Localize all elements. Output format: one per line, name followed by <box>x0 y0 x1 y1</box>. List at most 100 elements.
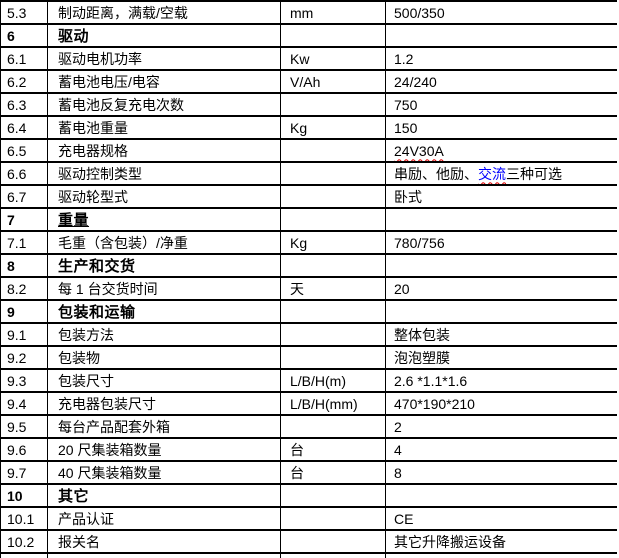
spec-cell-num[interactable]: 9 <box>0 299 48 324</box>
spec-cell-name[interactable]: 重量 <box>47 207 281 232</box>
spec-cell-name[interactable]: 其它 <box>47 483 281 508</box>
spec-cell-num[interactable]: 9.7 <box>0 460 48 485</box>
spec-cell-unit[interactable]: 天 <box>280 276 386 301</box>
spec-cell-num[interactable]: 6.7 <box>0 184 48 209</box>
spec-cell-num[interactable]: 10 <box>0 483 48 508</box>
spec-cell-unit[interactable] <box>280 552 386 558</box>
spec-cell-name[interactable]: 蓄电池重量 <box>47 115 281 140</box>
spec-cell-value[interactable] <box>385 23 617 48</box>
spec-cell-num[interactable]: 7.1 <box>0 230 48 255</box>
spec-cell-value[interactable]: CE <box>385 506 617 531</box>
spec-cell-name[interactable]: 产品认证 <box>47 506 281 531</box>
spec-cell-name[interactable]: 报关名 <box>47 529 281 554</box>
spec-cell-value[interactable]: 150 <box>385 115 617 140</box>
spec-cell-unit[interactable]: Kg <box>280 230 386 255</box>
spec-cell-name[interactable]: 包装方法 <box>47 322 281 347</box>
spec-cell-value[interactable] <box>385 299 617 324</box>
spec-cell-unit[interactable] <box>280 345 386 370</box>
spec-cell-unit[interactable] <box>280 506 386 531</box>
spec-cell-name[interactable]: 40 尺集装箱数量 <box>47 460 281 485</box>
spec-cell-unit[interactable] <box>280 138 386 163</box>
spec-cell-num[interactable]: 6 <box>0 23 48 48</box>
spec-cell-value[interactable]: 20 <box>385 276 617 301</box>
spec-cell-name[interactable]: 驱动控制类型 <box>47 161 281 186</box>
spec-cell-num[interactable]: 9.3 <box>0 368 48 393</box>
spec-cell-name[interactable]: 充电器规格 <box>47 138 281 163</box>
spec-cell-num[interactable]: 9.4 <box>0 391 48 416</box>
spec-cell-unit[interactable]: Kw <box>280 46 386 71</box>
spec-cell-num[interactable]: 10.1 <box>0 506 48 531</box>
spec-cell-num[interactable]: 6.6 <box>0 161 48 186</box>
spec-cell-value[interactable] <box>385 253 617 278</box>
spec-cell-unit[interactable] <box>280 184 386 209</box>
spec-cell-value[interactable]: 780/756 <box>385 230 617 255</box>
spec-cell-value[interactable] <box>385 207 617 232</box>
spec-cell-value[interactable]: 其它升降搬运设备 <box>385 529 617 554</box>
spec-cell-unit[interactable]: 台 <box>280 437 386 462</box>
spec-cell-value[interactable]: 24V30A <box>385 138 617 163</box>
spec-cell-num[interactable]: 6.1 <box>0 46 48 71</box>
spec-cell-value[interactable]: 2 <box>385 414 617 439</box>
spec-cell-num[interactable]: 6.2 <box>0 69 48 94</box>
spec-cell-value[interactable]: 卧式 <box>385 184 617 209</box>
spec-cell-value[interactable]: 2.6 *1.1*1.6 <box>385 368 617 393</box>
spec-cell-name[interactable]: 驱动 <box>47 23 281 48</box>
spec-cell-unit[interactable] <box>280 92 386 117</box>
spec-cell-value[interactable]: 串励、他励、交流三种可选 <box>385 161 617 186</box>
spec-cell-name[interactable]: 充电器包装尺寸 <box>47 391 281 416</box>
spec-cell-value[interactable]: 8 <box>385 460 617 485</box>
spec-cell-unit[interactable]: mm <box>280 0 386 25</box>
spec-cell-value[interactable]: 4 <box>385 437 617 462</box>
spec-cell-name[interactable]: 蓄电池电压/电容 <box>47 69 281 94</box>
spec-cell-name[interactable]: 包装尺寸 <box>47 368 281 393</box>
spec-cell-value[interactable]: 500/350 <box>385 0 617 25</box>
spec-cell-num[interactable]: 8.2 <box>0 276 48 301</box>
spec-cell-num[interactable]: 8 <box>0 253 48 278</box>
spec-cell-unit[interactable] <box>280 253 386 278</box>
spec-cell-value[interactable]: 750 <box>385 92 617 117</box>
spec-cell-num[interactable]: 5.3 <box>0 0 48 25</box>
spec-cell-num[interactable]: 9.5 <box>0 414 48 439</box>
spec-cell-num[interactable]: 9.1 <box>0 322 48 347</box>
spec-cell-name[interactable]: 生产和交货 <box>47 253 281 278</box>
spec-cell-value[interactable]: 1.2 <box>385 46 617 71</box>
spec-cell-unit[interactable]: L/B/H(m) <box>280 368 386 393</box>
spec-cell-unit[interactable]: Kg <box>280 115 386 140</box>
spec-cell-unit[interactable]: 台 <box>280 460 386 485</box>
spec-cell-unit[interactable]: V/Ah <box>280 69 386 94</box>
spec-cell-unit[interactable] <box>280 299 386 324</box>
spec-cell-unit[interactable] <box>280 23 386 48</box>
spec-cell-name[interactable]: 包装物 <box>47 345 281 370</box>
spec-cell-name[interactable]: 毛重（含包装）/净重 <box>47 230 281 255</box>
spec-cell-value[interactable]: 470*190*210 <box>385 391 617 416</box>
spec-cell-unit[interactable] <box>280 161 386 186</box>
spec-cell-unit[interactable] <box>280 529 386 554</box>
spec-cell-name[interactable]: 每 1 台交货时间 <box>47 276 281 301</box>
spec-cell-unit[interactable]: L/B/H(mm) <box>280 391 386 416</box>
spec-cell-num[interactable]: 9.6 <box>0 437 48 462</box>
spec-cell-num[interactable]: 6.4 <box>0 115 48 140</box>
spec-cell-name[interactable]: HS 码 <box>47 552 281 558</box>
spec-cell-name[interactable]: 制动距离，满载/空载 <box>47 0 281 25</box>
spec-cell-name[interactable]: 驱动轮型式 <box>47 184 281 209</box>
spec-cell-name[interactable]: 包装和运输 <box>47 299 281 324</box>
spec-cell-name[interactable]: 驱动电机功率 <box>47 46 281 71</box>
spec-cell-num[interactable]: 9.2 <box>0 345 48 370</box>
spec-cell-unit[interactable] <box>280 414 386 439</box>
spec-cell-unit[interactable] <box>280 483 386 508</box>
spec-cell-unit[interactable] <box>280 322 386 347</box>
spec-cell-value[interactable]: 8428909090 <box>385 552 617 558</box>
spec-cell-name[interactable]: 20 尺集装箱数量 <box>47 437 281 462</box>
spec-cell-unit[interactable] <box>280 207 386 232</box>
spec-cell-num[interactable]: 6.3 <box>0 92 48 117</box>
spec-cell-num[interactable]: 6.5 <box>0 138 48 163</box>
spec-cell-value[interactable] <box>385 483 617 508</box>
spec-cell-value[interactable]: 24/240 <box>385 69 617 94</box>
spec-cell-name[interactable]: 蓄电池反复充电次数 <box>47 92 281 117</box>
spec-cell-value[interactable]: 泡泡塑膜 <box>385 345 617 370</box>
spec-cell-num[interactable]: 7 <box>0 207 48 232</box>
spec-cell-num[interactable]: 10.2 <box>0 529 48 554</box>
spec-cell-value[interactable]: 整体包装 <box>385 322 617 347</box>
spec-cell-name[interactable]: 每台产品配套外箱 <box>47 414 281 439</box>
spec-cell-num[interactable]: 10.3 <box>0 552 48 558</box>
